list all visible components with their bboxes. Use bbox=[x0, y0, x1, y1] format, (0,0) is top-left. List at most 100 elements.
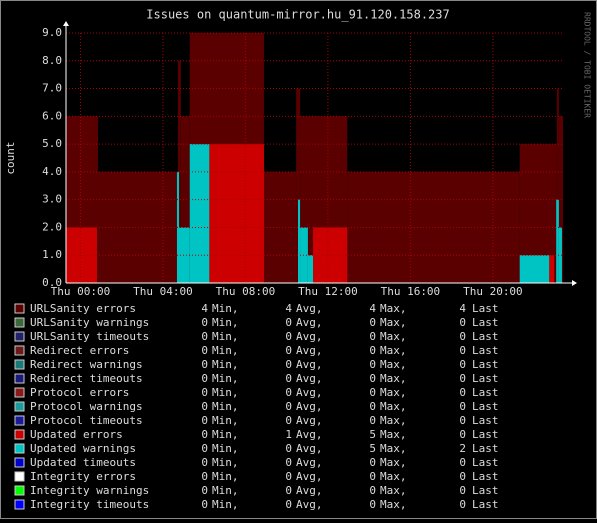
legend-stat-label: Max, bbox=[380, 316, 407, 329]
x-tick-label: Thu 16:00 bbox=[381, 285, 441, 298]
legend-stat: 0 bbox=[459, 400, 466, 413]
legend-stat: 0 bbox=[369, 330, 376, 343]
legend-stat: 0 bbox=[201, 414, 208, 427]
legend-stat-label: Avg, bbox=[296, 498, 323, 511]
legend: URLSanity errors 4 Min, 4 Avg, 4 Max, 4 Last URLS… bbox=[14, 302, 499, 511]
legend-stat-label: Min, bbox=[212, 372, 239, 385]
legend-stat: 0 bbox=[459, 414, 466, 427]
legend-label: URLSanity errors bbox=[30, 302, 136, 315]
legend-swatch bbox=[14, 485, 25, 496]
legend-stat-label: Max, bbox=[380, 442, 407, 455]
y-arrow bbox=[63, 21, 69, 26]
x-arrow bbox=[572, 280, 577, 286]
legend-stat-label: Min, bbox=[212, 470, 239, 483]
legend-stat-label: Min, bbox=[212, 316, 239, 329]
legend-stat: 4 bbox=[459, 302, 466, 315]
legend-swatch bbox=[14, 317, 25, 328]
legend-stat-label: Avg, bbox=[296, 428, 323, 441]
legend-stat: 0 bbox=[369, 372, 376, 385]
y-tick-label: 5.0 bbox=[42, 137, 62, 150]
legend-swatch bbox=[14, 373, 25, 384]
legend-stat-label: Last bbox=[472, 344, 499, 357]
area-step bbox=[296, 88, 301, 283]
legend-stat-label: Min, bbox=[212, 498, 239, 511]
legend-stat: 0 bbox=[285, 442, 292, 455]
area-step bbox=[558, 116, 563, 283]
legend-swatch bbox=[14, 443, 25, 454]
legend-stat-label: Min, bbox=[212, 302, 239, 315]
legend-stat-label: Avg, bbox=[296, 330, 323, 343]
legend-label: URLSanity timeouts bbox=[30, 330, 149, 343]
legend-stat: 0 bbox=[459, 316, 466, 329]
area-step bbox=[549, 255, 555, 283]
legend-stat-label: Max, bbox=[380, 498, 407, 511]
legend-stat-label: Last bbox=[472, 358, 499, 371]
y-tick-label: 7.0 bbox=[42, 82, 62, 95]
legend-stat: 2 bbox=[459, 442, 466, 455]
y-tick-label: 3.0 bbox=[42, 193, 62, 206]
legend-stat: 0 bbox=[201, 344, 208, 357]
legend-stat: 0 bbox=[285, 400, 292, 413]
legend-stat-label: Min, bbox=[212, 428, 239, 441]
legend-stat: 0 bbox=[285, 344, 292, 357]
legend-swatch bbox=[14, 401, 25, 412]
legend-stat: 0 bbox=[201, 470, 208, 483]
legend-swatch bbox=[14, 331, 25, 342]
legend-stat-label: Avg, bbox=[296, 484, 323, 497]
legend-stat-label: Min, bbox=[212, 330, 239, 343]
legend-stat: 0 bbox=[285, 456, 292, 469]
area-step bbox=[307, 255, 314, 283]
y-tick-label: 1.0 bbox=[42, 248, 62, 261]
legend-stat-label: Last bbox=[472, 302, 499, 315]
legend-label: Integrity warnings bbox=[30, 484, 149, 497]
legend-stat-label: Avg, bbox=[296, 442, 323, 455]
legend-stat: 0 bbox=[459, 456, 466, 469]
legend-stat-label: Max, bbox=[380, 330, 407, 343]
legend-stat-label: Max, bbox=[380, 456, 407, 469]
legend-stat-label: Avg, bbox=[296, 344, 323, 357]
legend-stat: 0 bbox=[285, 386, 292, 399]
legend-stat: 0 bbox=[459, 330, 466, 343]
legend-stat: 0 bbox=[201, 456, 208, 469]
legend-swatch bbox=[14, 359, 25, 370]
legend-stat-label: Last bbox=[472, 498, 499, 511]
area-step bbox=[298, 199, 301, 283]
legend-stat: 0 bbox=[201, 358, 208, 371]
legend-stat: 0 bbox=[201, 498, 208, 511]
legend-stat-label: Last bbox=[472, 414, 499, 427]
legend-stat-label: Min, bbox=[212, 344, 239, 357]
legend-stat-label: Max, bbox=[380, 470, 407, 483]
legend-stat: 0 bbox=[285, 330, 292, 343]
legend-stat-label: Min, bbox=[212, 442, 239, 455]
legend-swatch bbox=[14, 415, 25, 426]
legend-stat-label: Avg, bbox=[296, 470, 323, 483]
legend-stat: 0 bbox=[369, 470, 376, 483]
area-step bbox=[556, 88, 559, 283]
legend-stat-label: Min, bbox=[212, 358, 239, 371]
legend-stat-label: Avg, bbox=[296, 372, 323, 385]
legend-stat: 4 bbox=[285, 302, 292, 315]
legend-stat-label: Max, bbox=[380, 428, 407, 441]
x-tick-label: Thu 08:00 bbox=[216, 285, 276, 298]
legend-stat-label: Min, bbox=[212, 400, 239, 413]
legend-stat: 0 bbox=[369, 316, 376, 329]
area-step bbox=[177, 60, 181, 284]
legend-swatch bbox=[14, 499, 25, 510]
legend-label: Updated timeouts bbox=[30, 456, 136, 469]
legend-label: Integrity timeouts bbox=[30, 498, 149, 511]
chart-title: Issues on quantum-mirror.hu_91.120.158.2… bbox=[146, 8, 449, 22]
legend-stat: 0 bbox=[459, 470, 466, 483]
legend-label: URLSanity warnings bbox=[30, 316, 149, 329]
legend-stat: 0 bbox=[369, 498, 376, 511]
legend-label: Updated warnings bbox=[30, 442, 136, 455]
legend-stat: 0 bbox=[201, 428, 208, 441]
legend-label: Redirect errors bbox=[30, 344, 129, 357]
legend-stat-label: Last bbox=[472, 400, 499, 413]
x-tick-label: Thu 12:00 bbox=[298, 285, 358, 298]
legend-stat-label: Min, bbox=[212, 414, 239, 427]
legend-stat-label: Max, bbox=[380, 358, 407, 371]
legend-stat-label: Last bbox=[472, 470, 499, 483]
legend-stat: 0 bbox=[369, 358, 376, 371]
